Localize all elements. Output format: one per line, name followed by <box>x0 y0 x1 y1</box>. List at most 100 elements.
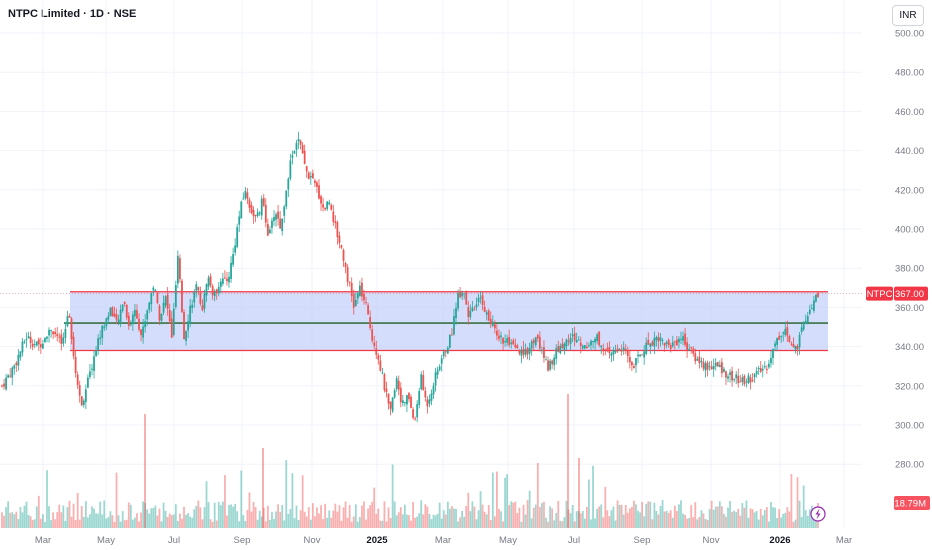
candle <box>588 342 590 348</box>
candle <box>48 327 50 343</box>
symbol-tag <box>866 286 893 301</box>
candle <box>328 199 331 206</box>
candle-body <box>804 320 807 324</box>
candle-body <box>467 307 470 317</box>
volume-bar <box>604 486 607 528</box>
volume-bar <box>549 506 551 528</box>
candle-body <box>733 379 736 381</box>
candle <box>287 177 290 198</box>
candle <box>27 331 30 339</box>
candle-body <box>696 358 699 361</box>
volume-bar <box>224 475 226 528</box>
candle <box>201 299 204 312</box>
volume-bar <box>579 513 582 528</box>
candle <box>91 363 93 376</box>
candle-body <box>455 307 457 319</box>
candle <box>731 366 734 387</box>
volume-bar <box>647 501 650 528</box>
candle <box>583 344 586 350</box>
candle <box>747 372 750 384</box>
volume-bar <box>496 471 498 528</box>
candle-body <box>140 329 142 336</box>
volume-bar <box>786 507 789 528</box>
candle-body <box>665 342 668 344</box>
candle-body <box>342 249 345 261</box>
candle-body <box>706 362 709 370</box>
candle-body <box>150 292 153 305</box>
candle <box>735 370 738 385</box>
candle-body <box>414 418 417 420</box>
volume-bar <box>389 518 392 528</box>
candle-body <box>442 351 445 357</box>
candle-body <box>358 285 361 296</box>
volume-bar <box>244 520 247 528</box>
candle-body <box>569 337 572 345</box>
candle-body <box>647 339 650 345</box>
candle-body <box>602 348 605 352</box>
volume-bar <box>356 521 359 528</box>
volume-bar <box>645 503 648 528</box>
volume-bar <box>778 509 781 528</box>
volume-bar <box>117 515 120 528</box>
candle <box>187 314 190 338</box>
volume-bar <box>608 516 611 528</box>
volume-bar <box>148 513 151 528</box>
candle <box>383 372 386 393</box>
volume-bar <box>72 503 75 528</box>
candle <box>416 400 419 423</box>
candle <box>93 350 95 379</box>
volume-bar <box>50 520 52 528</box>
candle <box>176 250 179 289</box>
candle <box>600 345 603 355</box>
candle-body <box>168 309 171 322</box>
candle-body <box>373 342 376 346</box>
candle-body <box>13 365 16 369</box>
candle-body <box>635 358 637 366</box>
candle-body <box>432 385 435 395</box>
volume-bar <box>232 506 234 528</box>
currency-button[interactable]: INR <box>892 5 924 26</box>
volume-bar <box>451 506 453 528</box>
volume-bar <box>338 505 341 528</box>
candle-body <box>138 318 140 330</box>
candle <box>346 264 349 287</box>
lightning-icon[interactable] <box>810 506 826 522</box>
volume-bar <box>305 516 308 528</box>
volume-bar <box>166 516 169 528</box>
candle-body <box>739 381 742 383</box>
volume-bar <box>410 520 412 528</box>
candle <box>432 382 435 399</box>
candle-body <box>489 319 492 325</box>
volume-bar <box>491 472 494 528</box>
volume-bar <box>240 470 243 528</box>
candle <box>506 334 509 347</box>
volume-bar <box>189 516 192 528</box>
candle-body <box>1 385 3 387</box>
candle <box>592 340 594 349</box>
volume-bar <box>596 508 599 528</box>
volume-bar <box>123 520 126 528</box>
volume-bar <box>759 508 762 528</box>
volume-bar <box>586 506 588 528</box>
candle <box>181 278 183 314</box>
candle <box>522 341 525 359</box>
volume-bar <box>164 510 167 528</box>
x-tick-label: Sep <box>234 535 251 546</box>
candle <box>718 360 721 368</box>
x-tick-label: Mar <box>35 535 51 546</box>
volume-bar <box>592 465 594 528</box>
volume-bar <box>146 509 149 528</box>
volume-bar <box>1 512 3 528</box>
candle <box>109 307 112 317</box>
candle-body <box>604 349 607 351</box>
volume-bar <box>710 500 713 528</box>
candle-body <box>275 214 277 220</box>
candle-body <box>334 221 337 224</box>
candle <box>297 131 300 149</box>
candle-body <box>211 285 214 296</box>
candle-body <box>3 383 5 387</box>
candle-body <box>187 321 190 331</box>
candle <box>70 316 73 345</box>
candle-body <box>440 358 443 364</box>
